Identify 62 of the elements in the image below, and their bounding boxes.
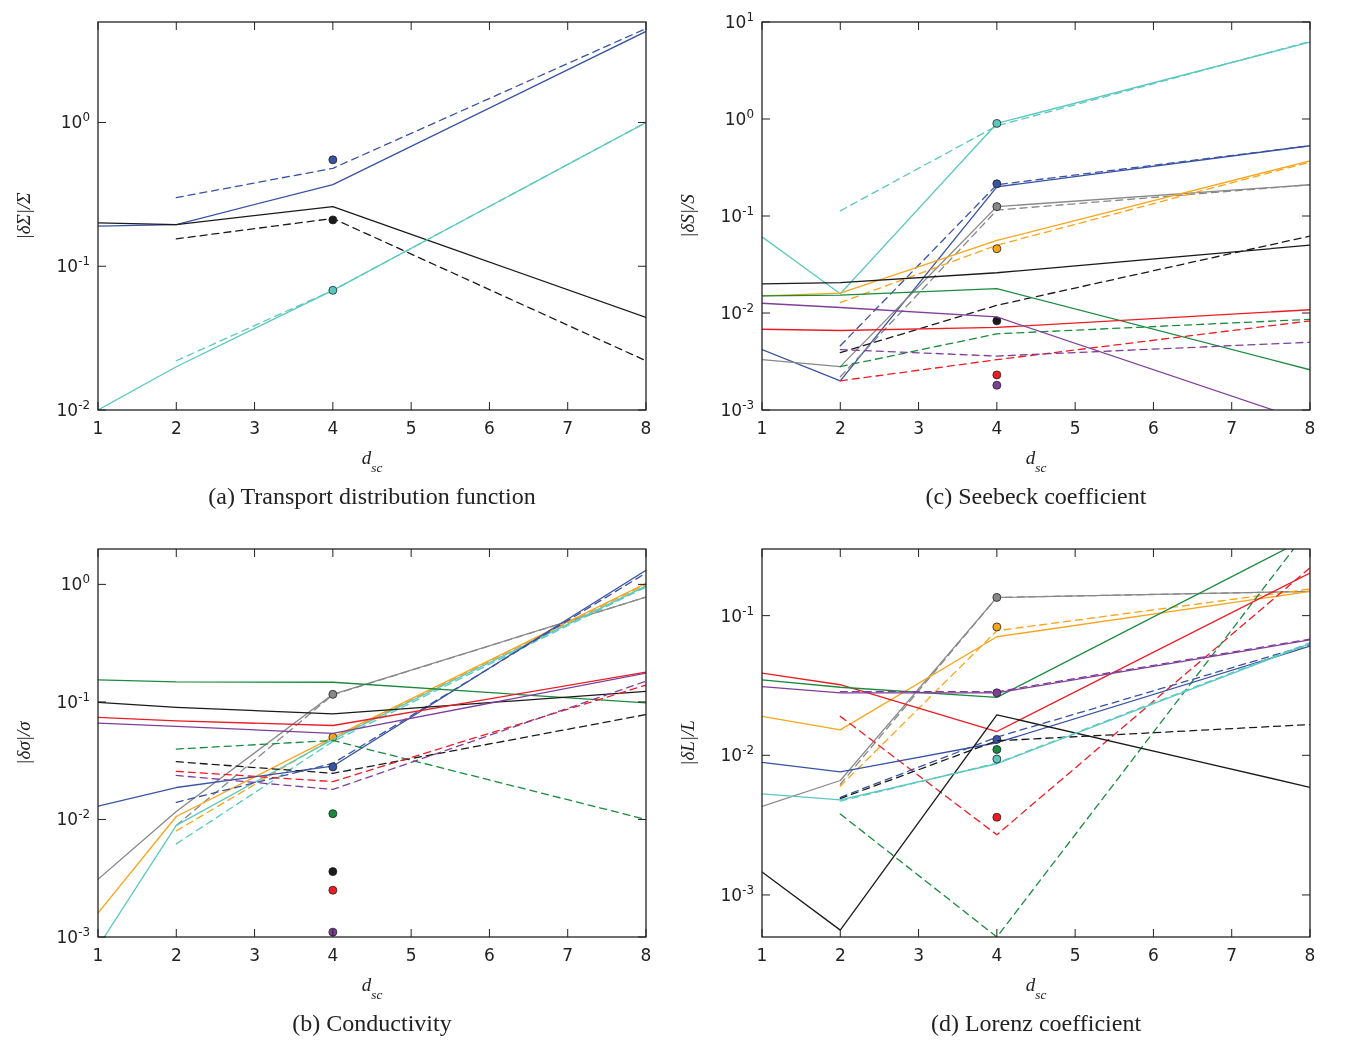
- x-tick-label: 1: [756, 418, 768, 438]
- x-tick-label: 8: [640, 945, 652, 965]
- x-tick-label: 5: [1069, 418, 1081, 438]
- y-tick-label: 10$^{-1}$: [56, 689, 90, 712]
- x-tick-label: 7: [1226, 945, 1238, 965]
- text: (b) Conductivity: [292, 1010, 452, 1036]
- y-tick-label: 10$^{-3}$: [720, 397, 754, 420]
- y-axis-title: |δΣ|/Σ: [13, 192, 34, 240]
- y-axis-title: |δL|/L: [677, 720, 698, 766]
- x-axis-title: d$_{sc}$: [361, 447, 383, 475]
- x-tick-label: 2: [834, 418, 846, 438]
- y-tick-label: 10$^{-1}$: [720, 203, 754, 226]
- x-tick-label: 6: [1148, 945, 1159, 965]
- x-tick-label: 5: [405, 945, 417, 965]
- x-tick-label: 8: [1304, 945, 1316, 965]
- y-tick-label: 10$^{0}$: [60, 572, 90, 595]
- x-tick-label: 2: [834, 945, 846, 965]
- x-tick-label: 7: [562, 418, 574, 438]
- x-tick-label: 4: [327, 418, 339, 438]
- x-tick-label: 4: [991, 418, 1003, 438]
- x-tick-label: 1: [92, 418, 104, 438]
- y-axis-title: |δσ|/σ: [13, 720, 34, 765]
- x-tick-label: 3: [913, 945, 924, 965]
- x-tick-label: 3: [249, 945, 260, 965]
- x-tick-label: 2: [170, 418, 182, 438]
- x-tick-label: 5: [405, 418, 417, 438]
- x-tick-label: 8: [640, 418, 652, 438]
- y-tick-label: 10$^{1}$: [724, 9, 754, 32]
- y-tick-label: 10$^{-1}$: [56, 254, 90, 277]
- y-tick-label: 10$^{-2}$: [720, 743, 754, 766]
- y-tick-label: 10$^{-3}$: [720, 882, 754, 905]
- y-tick-label: 10$^{-2}$: [56, 807, 90, 830]
- x-tick-label: 7: [1226, 418, 1238, 438]
- line-series: [762, 549, 1287, 698]
- y-tick-label: 10$^{-2}$: [720, 300, 754, 323]
- x-tick-label: 2: [170, 945, 182, 965]
- y-tick-label: 10$^{-1}$: [720, 603, 754, 626]
- x-tick-label: 6: [484, 945, 495, 965]
- x-axis-title: d$_{sc}$: [1025, 974, 1047, 1002]
- x-tick-label: 8: [1304, 418, 1316, 438]
- x-tick-label: 1: [92, 945, 104, 965]
- text: (c) Seebeck coefficient: [925, 483, 1147, 509]
- y-tick-label: 10$^{0}$: [724, 106, 754, 129]
- x-tick-label: 6: [1148, 418, 1159, 438]
- x-tick-label: 7: [562, 945, 574, 965]
- y-tick-label: 10$^{-3}$: [56, 924, 90, 947]
- x-tick-label: 1: [756, 945, 768, 965]
- y-tick-label: 10$^{0}$: [60, 110, 90, 133]
- line-series: [762, 309, 1310, 332]
- x-tick-label: 3: [913, 418, 924, 438]
- x-tick-label: 3: [249, 418, 260, 438]
- text: (d) Lorenz coefficient: [930, 1010, 1142, 1036]
- x-axis-title: d$_{sc}$: [1025, 447, 1047, 475]
- y-axis-title: |δS|/S: [677, 193, 698, 238]
- line-series: [762, 288, 1310, 371]
- x-tick-label: 4: [991, 945, 1003, 965]
- y-tick-label: 10$^{-2}$: [56, 397, 90, 420]
- text: (a) Transport distribution function: [208, 483, 536, 509]
- x-tick-label: 6: [484, 418, 495, 438]
- x-tick-label: 4: [327, 945, 339, 965]
- x-tick-label: 5: [1069, 945, 1081, 965]
- x-axis-title: d$_{sc}$: [361, 974, 383, 1002]
